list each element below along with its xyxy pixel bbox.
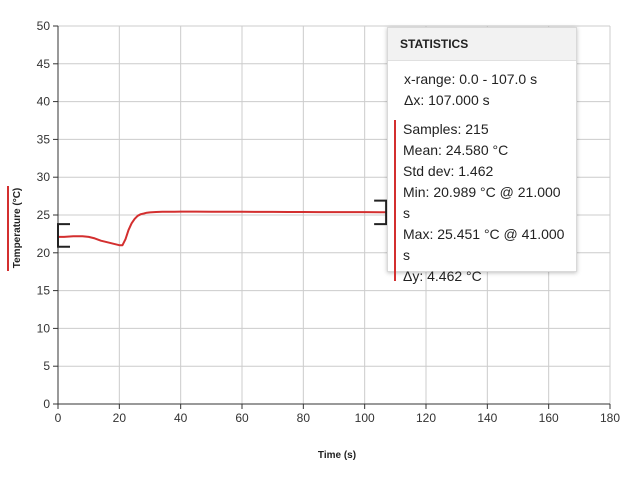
y-tick-label: 5: [43, 359, 50, 373]
std-dev-text: Std dev: 1.462: [403, 163, 494, 179]
y-tick-label: 20: [37, 246, 51, 260]
x-tick-label: 40: [174, 411, 188, 425]
x-tick-label: 80: [297, 411, 311, 425]
y-tick-label: 40: [37, 95, 51, 109]
y-tick-label: 25: [37, 208, 51, 222]
x-tick-label: 0: [55, 411, 62, 425]
x-tick-label: 60: [235, 411, 249, 425]
max-text: Max: 25.451 °C @ 41.000 s: [403, 226, 565, 263]
x-axis-label: Time (s): [318, 450, 356, 461]
axes: 0 20 40 60 80 100 120 140 160 180 0 5 10 15 20 25 30 35 40…: [37, 19, 621, 425]
x-tick-label: 180: [600, 411, 620, 425]
y-axis-label: Temperature (°C): [12, 188, 23, 269]
delta-x-text: Δx: 107.000 s: [404, 92, 490, 108]
range-end-bracket: [374, 199, 388, 226]
statistics-title: STATISTICS: [388, 28, 576, 61]
y-tick-label: 50: [37, 19, 51, 33]
y-tick-label: 30: [37, 170, 51, 184]
y-tick-label: 35: [37, 132, 51, 146]
x-tick-label: 160: [539, 411, 559, 425]
mean-text: Mean: 24.580 °C: [403, 142, 509, 158]
range-brackets: [57, 199, 388, 248]
y-tick-label: 45: [37, 57, 51, 71]
series-layer: [58, 210, 387, 247]
range-start-bracket: [57, 223, 70, 248]
statistics-panel: STATISTICS x-range: 0.0 - 107.0 s Δx: 10…: [387, 27, 577, 284]
x-range-text: x-range: 0.0 - 107.0 s: [404, 71, 538, 87]
samples-text: Samples: 215: [403, 121, 489, 137]
temperature-series-line: [58, 210, 387, 247]
statistics-range-block: x-range: 0.0 - 107.0 s Δx: 107.000 s: [388, 61, 576, 111]
x-tick-label: 100: [355, 411, 375, 425]
y-tick-label: 10: [37, 321, 51, 335]
x-tick-label: 120: [416, 411, 436, 425]
delta-y-text: Δy: 4.462 °C: [403, 268, 482, 284]
series-color-bar: [394, 120, 396, 281]
series-statistics: Samples: 215 Mean: 24.580 °C Std dev: 1.…: [388, 119, 576, 287]
x-tick-label: 140: [477, 411, 497, 425]
x-tick-label: 20: [113, 411, 127, 425]
y-tick-label: 0: [43, 397, 50, 411]
y-tick-label: 15: [37, 284, 51, 298]
min-text: Min: 20.989 °C @ 21.000 s: [403, 184, 561, 221]
